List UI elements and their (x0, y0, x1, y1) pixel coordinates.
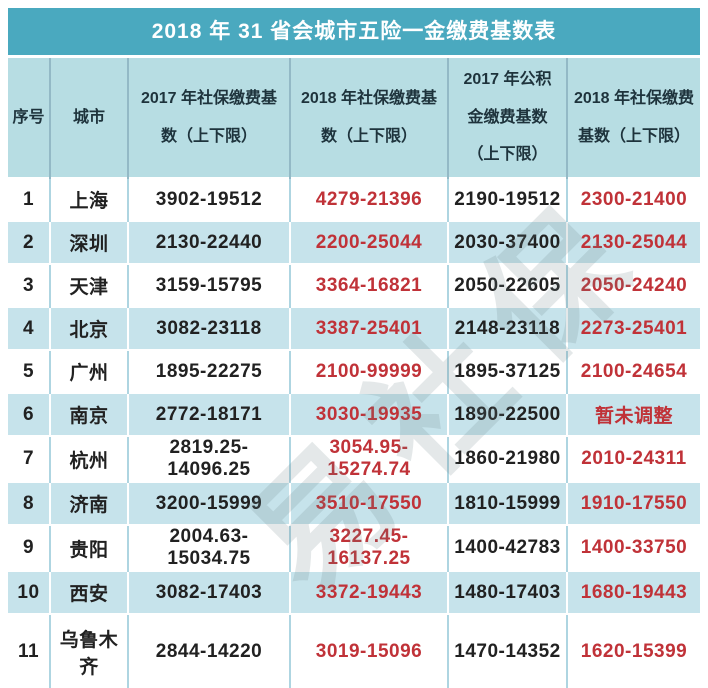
table-row: 6 南京 2772-18171 3030-19935 1890-22500 暂未调整 (8, 393, 700, 436)
cell-sb2018b: 1400-33750 (566, 525, 700, 571)
cell-gjj2017: 2190-19512 (447, 178, 567, 221)
cell-sb2017: 3902-19512 (127, 178, 290, 221)
cell-sb2018: 3372-19443 (289, 571, 448, 614)
cell-index: 2 (22, 231, 35, 253)
cell-index: 4 (22, 317, 35, 339)
cell-sb2018: 2200-25044 (289, 221, 448, 264)
table-row: 2 深圳 2130-22440 2200-25044 2030-37400 2130-25… (8, 221, 700, 264)
cell-gjj2017: 1895-37125 (447, 350, 567, 393)
cell-index: 10 (17, 581, 40, 603)
cell-index: 6 (22, 403, 35, 425)
cell-sb2018: 3510-17550 (289, 482, 448, 525)
cell-sb2017: 2772-18171 (127, 393, 290, 436)
table-row: 8 济南 3200-15999 3510-17550 1810-15999 1910-17… (8, 482, 700, 525)
cell-city: 西安 (49, 571, 128, 614)
cell-city: 上海 (49, 178, 128, 221)
cell-index: 5 (22, 360, 35, 382)
cell-gjj2017: 1400-42783 (447, 525, 567, 571)
payment-base-table: 序号 城市 2017 年社保缴费基 数（上下限） 2018 年社保缴费基 数（上下限）… (8, 58, 700, 688)
cell-index: 7 (22, 448, 35, 469)
column-header-index: 序号 (8, 58, 50, 178)
cell-sb2017: 2130-22440 (127, 221, 290, 264)
header-row: 序号 城市 2017 年社保缴费基 数（上下限） 2018 年社保缴费基 数（上下限）… (8, 58, 700, 178)
cell-city: 北京 (49, 307, 128, 350)
cell-city: 杭州 (49, 436, 128, 482)
column-header-sb2018: 2018 年社保缴费基 数（上下限） (289, 58, 448, 178)
cell-sb2018: 3030-19935 (289, 393, 448, 436)
cell-sb2018b: 1680-19443 (566, 571, 700, 614)
cell-gjj2017: 2148-23118 (447, 307, 567, 350)
cell-sb2018b: 1620-15399 (566, 614, 700, 688)
cell-sb2018: 3019-15096 (289, 614, 448, 688)
cell-sb2018: 2100-99999 (289, 350, 448, 393)
cell-sb2018b: 2010-24311 (566, 436, 700, 482)
column-header-gjj2017: 2017 年公积 金缴费基数 （上下限） (447, 58, 567, 178)
cell-sb2018b: 1910-17550 (566, 482, 700, 525)
cell-city: 广州 (49, 350, 128, 393)
cell-index: 3 (22, 274, 35, 296)
table-row: 1 上海 3902-19512 4279-21396 2190-19512 2300-21… (8, 178, 700, 221)
cell-sb2017: 3200-15999 (127, 482, 290, 525)
table-row: 3 天津 3159-15795 3364-16821 2050-22605 2050-24… (8, 264, 700, 307)
cell-sb2017: 2004.63-15034.75 (127, 525, 290, 571)
cell-city: 济南 (49, 482, 128, 525)
column-header-sb2017: 2017 年社保缴费基 数（上下限） (127, 58, 290, 178)
cell-city: 南京 (49, 393, 128, 436)
cell-sb2018: 3364-16821 (289, 264, 448, 307)
cell-sb2018b: 2100-24654 (566, 350, 700, 393)
column-header-city: 城市 (49, 58, 128, 178)
cell-sb2017: 3082-17403 (127, 571, 290, 614)
cell-sb2018b: 暂未调整 (566, 393, 700, 436)
cell-sb2018b: 2273-25401 (566, 307, 700, 350)
cell-gjj2017: 2050-22605 (447, 264, 567, 307)
cell-sb2017: 2819.25-14096.25 (127, 436, 290, 482)
cell-sb2018: 3054.95-15274.74 (289, 436, 448, 482)
cell-sb2018b: 2130-25044 (566, 221, 700, 264)
table-row: 7 杭州 2819.25-14096.25 3054.95-15274.74 1860-… (8, 436, 700, 482)
cell-gjj2017: 1480-17403 (447, 571, 567, 614)
cell-sb2017: 2844-14220 (127, 614, 290, 688)
cell-index: 8 (22, 492, 35, 514)
cell-gjj2017: 1810-15999 (447, 482, 567, 525)
cell-city: 乌鲁木齐 (49, 614, 128, 688)
cell-sb2018: 3227.45-16137.25 (289, 525, 448, 571)
cell-gjj2017: 2030-37400 (447, 221, 567, 264)
cell-sb2018b: 2050-24240 (566, 264, 700, 307)
cell-sb2017: 3159-15795 (127, 264, 290, 307)
cell-gjj2017: 1860-21980 (447, 436, 567, 482)
cell-city: 贵阳 (49, 525, 128, 571)
cell-sb2017: 3082-23118 (127, 307, 290, 350)
cell-sb2018b: 2300-21400 (566, 178, 700, 221)
cell-sb2018: 4279-21396 (289, 178, 448, 221)
cell-sb2018: 3387-25401 (289, 307, 448, 350)
table-title: 2018 年 31 省会城市五险一金缴费基数表 (8, 8, 700, 55)
cell-gjj2017: 1890-22500 (447, 393, 567, 436)
cell-index: 9 (22, 537, 35, 558)
cell-index: 11 (17, 640, 40, 662)
cell-gjj2017: 1470-14352 (447, 614, 567, 688)
table-row: 10 西安 3082-17403 3372-19443 1480-17403 1680-1… (8, 571, 700, 614)
table-row: 5 广州 1895-22275 2100-99999 1895-37125 2100-24… (8, 350, 700, 393)
table-row: 11 乌鲁木齐 2844-14220 3019-15096 1470-14352 1620… (8, 614, 700, 688)
cell-city: 天津 (49, 264, 128, 307)
cell-index: 1 (22, 188, 35, 210)
table-row: 4 北京 3082-23118 3387-25401 2148-23118 2273-25… (8, 307, 700, 350)
column-header-sb2018b: 2018 年社保缴费 基数（上下限） (566, 58, 700, 178)
cell-sb2017: 1895-22275 (127, 350, 290, 393)
table-row: 9 贵阳 2004.63-15034.75 3227.45-16137.25 1400-… (8, 525, 700, 571)
table-body: 1 上海 3902-19512 4279-21396 2190-19512 2300-21… (8, 178, 700, 688)
cell-city: 深圳 (49, 221, 128, 264)
